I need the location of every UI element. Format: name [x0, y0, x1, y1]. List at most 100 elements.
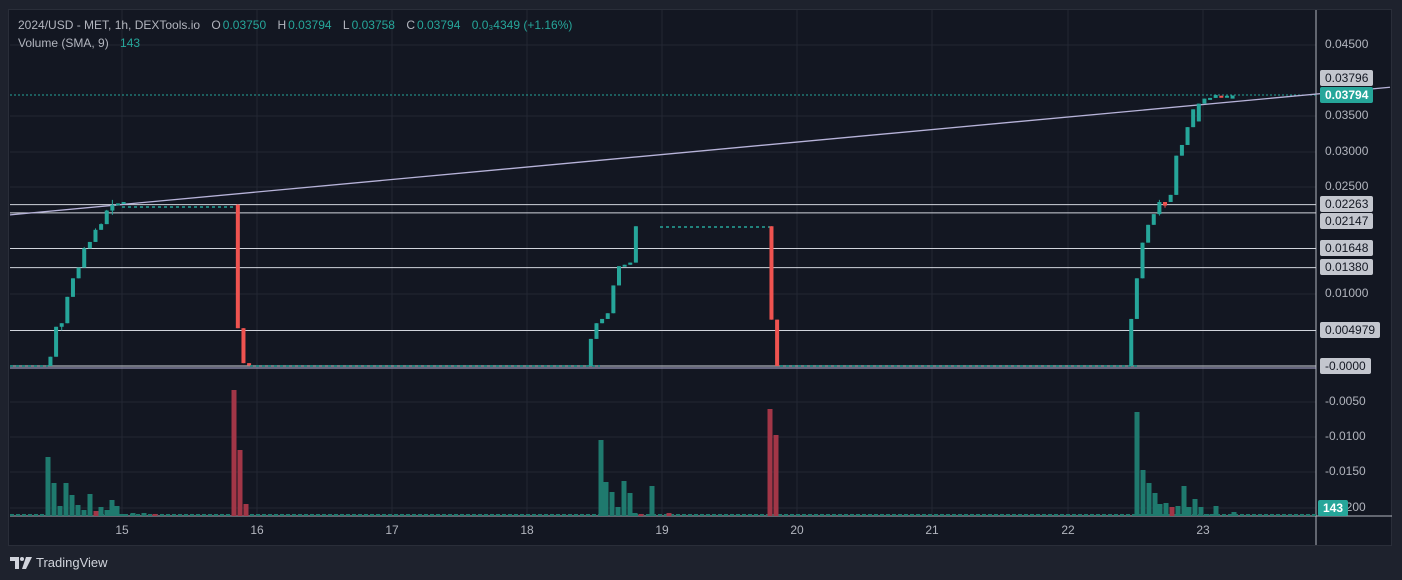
- candle-up[interactable]: [48, 356, 53, 366]
- candle-up[interactable]: [65, 296, 70, 324]
- candle-up[interactable]: [588, 338, 593, 366]
- candle-up[interactable]: [600, 318, 605, 324]
- date-tick-label: 17: [385, 523, 399, 537]
- candle-up[interactable]: [59, 323, 64, 327]
- volume-bar[interactable]: [63, 483, 69, 516]
- volume-bar[interactable]: [51, 483, 57, 516]
- volume-bar[interactable]: [638, 514, 644, 516]
- candle-up[interactable]: [76, 267, 81, 279]
- candle-down[interactable]: [775, 319, 780, 366]
- volume-bar[interactable]: [45, 457, 51, 516]
- price-level-tag: 0.01380: [1320, 259, 1374, 275]
- volume-bar[interactable]: [98, 507, 104, 516]
- candle-up[interactable]: [616, 266, 621, 286]
- candle-up[interactable]: [104, 210, 109, 225]
- volume-bar[interactable]: [1192, 499, 1198, 516]
- candle-up[interactable]: [70, 278, 75, 297]
- candle-up[interactable]: [110, 204, 115, 211]
- volume-bar[interactable]: [632, 513, 638, 516]
- volume-bar[interactable]: [649, 486, 655, 516]
- volume-bar[interactable]: [598, 440, 604, 516]
- volume-bar[interactable]: [114, 506, 120, 516]
- candle-up[interactable]: [1191, 109, 1196, 128]
- volume-bar[interactable]: [615, 507, 621, 516]
- candle-up[interactable]: [116, 203, 120, 206]
- candle-up[interactable]: [93, 229, 98, 242]
- candle-up[interactable]: [622, 264, 627, 267]
- volume-bar[interactable]: [1231, 512, 1237, 516]
- candle-up[interactable]: [1140, 242, 1145, 279]
- volume-bar[interactable]: [1146, 483, 1152, 516]
- trend-line[interactable]: [9, 86, 1391, 216]
- candle-down[interactable]: [1219, 95, 1224, 98]
- volume-bar[interactable]: [87, 494, 93, 516]
- volume-bar[interactable]: [1213, 506, 1219, 516]
- candle-down[interactable]: [247, 363, 252, 366]
- candle-up[interactable]: [54, 326, 59, 357]
- tradingview-branding[interactable]: TradingView: [10, 555, 108, 570]
- candle-up[interactable]: [121, 202, 126, 205]
- candle-up[interactable]: [1134, 278, 1139, 319]
- volume-bar[interactable]: [627, 493, 633, 516]
- volume-bar[interactable]: [1140, 470, 1146, 516]
- volume-bar[interactable]: [93, 511, 99, 516]
- candle-up[interactable]: [1213, 95, 1218, 98]
- volume-bar[interactable]: [81, 510, 87, 516]
- candle-up[interactable]: [1185, 127, 1190, 145]
- volume-bar[interactable]: [69, 495, 75, 516]
- volume-bar[interactable]: [57, 506, 63, 516]
- candle-up[interactable]: [1174, 155, 1179, 195]
- volume-bar[interactable]: [621, 481, 627, 516]
- volume-bar[interactable]: [1204, 514, 1210, 516]
- candle-up[interactable]: [594, 323, 599, 339]
- volume-bar[interactable]: [243, 504, 249, 516]
- date-tick-label: 22: [1061, 523, 1075, 537]
- volume-bar[interactable]: [603, 482, 609, 516]
- candle-up[interactable]: [1179, 144, 1184, 156]
- candle-down[interactable]: [1163, 202, 1168, 206]
- candle-down[interactable]: [241, 328, 246, 364]
- volume-bar[interactable]: [1157, 504, 1163, 516]
- candle-up[interactable]: [87, 241, 92, 249]
- volume-bar[interactable]: [1175, 506, 1181, 516]
- volume-bar[interactable]: [141, 513, 147, 516]
- candle-up[interactable]: [99, 224, 104, 230]
- volume-bar[interactable]: [237, 450, 243, 516]
- candle-up[interactable]: [1168, 194, 1173, 203]
- candle-up[interactable]: [605, 313, 610, 319]
- candle-down[interactable]: [769, 226, 774, 320]
- candle-up[interactable]: [1208, 97, 1213, 100]
- volume-bar[interactable]: [231, 390, 237, 516]
- volume-bar[interactable]: [1169, 507, 1175, 516]
- candle-up[interactable]: [628, 262, 633, 265]
- volume-bar[interactable]: [666, 513, 672, 516]
- volume-bar[interactable]: [152, 514, 158, 516]
- candle-up[interactable]: [1202, 98, 1207, 104]
- volume-bar[interactable]: [1134, 412, 1140, 516]
- volume-bar[interactable]: [130, 513, 136, 516]
- candle-up[interactable]: [82, 248, 87, 268]
- candle-up[interactable]: [1230, 95, 1235, 99]
- candle-up[interactable]: [1157, 202, 1162, 215]
- volume-bar[interactable]: [609, 492, 615, 516]
- candle-up[interactable]: [633, 226, 638, 263]
- volume-bar[interactable]: [1181, 486, 1187, 516]
- candle-up[interactable]: [611, 285, 616, 314]
- volume-bar[interactable]: [773, 435, 779, 516]
- candle-up[interactable]: [1146, 224, 1151, 243]
- candle-up[interactable]: [1224, 95, 1229, 98]
- volume-bar[interactable]: [109, 500, 115, 516]
- candle-down[interactable]: [235, 204, 240, 329]
- candle-up[interactable]: [1129, 318, 1134, 366]
- candle-up[interactable]: [1151, 214, 1156, 225]
- candle-up[interactable]: [1196, 103, 1201, 122]
- volume-bar[interactable]: [767, 409, 773, 516]
- volume-bar[interactable]: [75, 505, 81, 516]
- volume-bar[interactable]: [1198, 507, 1204, 516]
- volume-bar[interactable]: [104, 510, 110, 516]
- volume-bar[interactable]: [1186, 507, 1192, 516]
- volume-bar[interactable]: [1163, 503, 1169, 516]
- volume-bar[interactable]: [1152, 493, 1158, 516]
- volume-bar[interactable]: [121, 514, 127, 516]
